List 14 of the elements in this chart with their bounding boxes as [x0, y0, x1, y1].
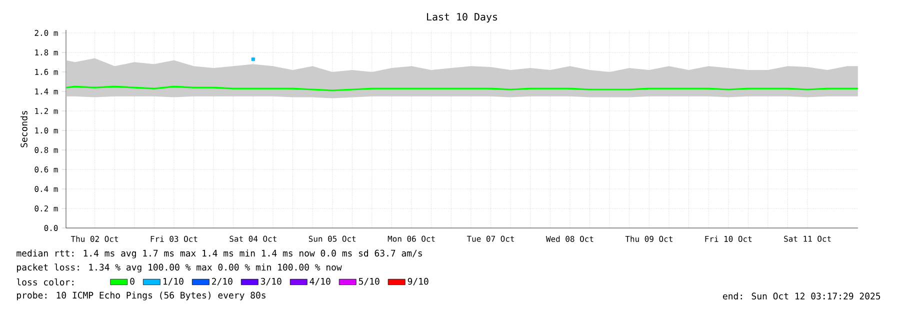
legend-label: 0	[130, 278, 134, 285]
legend-label: 1/10	[163, 278, 184, 286]
text: packet loss: 1.34 % avg 100.00 % max 0.00 % min 100.00 % now	[17, 264, 342, 272]
legend-label: 5/10	[358, 278, 380, 286]
legend-label: 9/10	[408, 278, 428, 286]
legend-label: 4/10	[310, 278, 330, 286]
text: probe: 10 ICMP Echo Pings (56 Bytes) every 80s	[17, 292, 266, 300]
chart-title: Last 10 Days	[427, 13, 498, 23]
text: median rtt: 1.4 ms avg 1.7 ms max 1.4 ms min 1.4 ms now 0.0 ms sd 63.7 am/s	[16, 250, 422, 258]
legend-label: 3/10	[260, 278, 282, 286]
y-axis-title: Seconds	[20, 110, 28, 148]
legend-title: loss color:	[16, 278, 74, 286]
text: end: Sun Oct 12 03:17:29 2025	[722, 292, 880, 300]
legend-label: 2/10	[212, 278, 232, 286]
